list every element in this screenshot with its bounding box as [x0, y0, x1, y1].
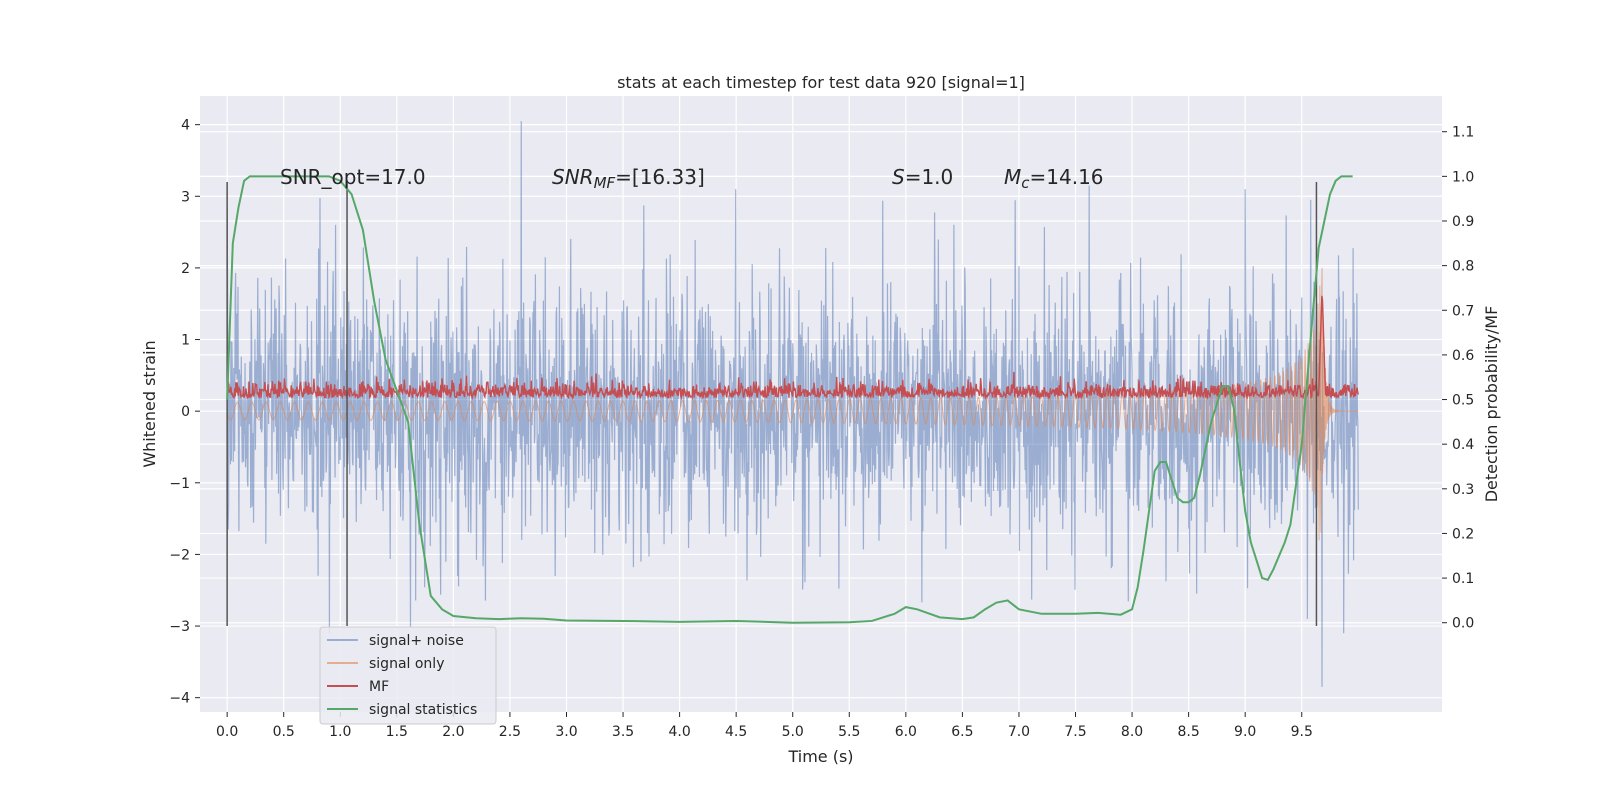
x-tick-label: 9.5 [1291, 724, 1313, 740]
series-signal-noise-line [226, 121, 1359, 687]
x-tick-label: 2.5 [499, 724, 521, 740]
y-tick-label: −3 [169, 619, 190, 635]
y2-tick-label: 1.1 [1452, 125, 1474, 141]
legend: signal+ noise signal only MF signal stat… [319, 626, 497, 725]
x-tick-label: 1.5 [386, 724, 408, 740]
y-tick-label: −1 [169, 476, 190, 492]
x-tick-label: 9.0 [1234, 724, 1256, 740]
y-tick-label: −4 [169, 691, 190, 707]
x-tick-label: 3.5 [612, 724, 634, 740]
legend-box [319, 626, 497, 725]
y2-tick-label: 0.9 [1452, 214, 1474, 230]
y2-tick-label: 1.0 [1452, 169, 1474, 185]
y2-tick-label: 0.8 [1452, 259, 1474, 275]
legend-label-signal-only: signal only [369, 656, 444, 672]
y2-axis-label: Detection probability/MF [1482, 306, 1501, 503]
y2-tick-label: 0.1 [1452, 571, 1474, 587]
y2-tick-label: 0.2 [1452, 526, 1474, 542]
y2-tick-label: 0.7 [1452, 303, 1474, 319]
annotation-snr-opt: SNR_opt=17.0 [280, 165, 426, 189]
legend-label-signal-noise: signal+ noise [369, 633, 464, 649]
x-tick-label: 8.5 [1177, 724, 1199, 740]
x-tick-label: 5.5 [838, 724, 860, 740]
series-layer [226, 121, 1359, 687]
y-tick-label: 2 [181, 261, 190, 277]
x-tick-label: 1.0 [329, 724, 351, 740]
y-tick-label: 4 [181, 118, 190, 134]
legend-label-signal-statistics: signal statistics [369, 702, 477, 718]
x-tick-label: 0.0 [216, 724, 238, 740]
x-tick-label: 2.0 [442, 724, 464, 740]
y2-tick-label: 0.5 [1452, 393, 1474, 409]
x-axis-label: Time (s) [787, 747, 853, 766]
x-tick-label: 8.0 [1121, 724, 1143, 740]
legend-label-mf: MF [369, 679, 389, 695]
x-tick-label: 7.5 [1064, 724, 1086, 740]
annotation-snr-mf: SNRMF=[16.33] [552, 165, 705, 192]
y-tick-label: 0 [181, 404, 190, 420]
ticks: 0.0 0.5 1.0 1.5 2.0 2.5 3.0 3.5 4.0 4.5 5.0 5.5 6.0 6… [169, 118, 1474, 740]
x-tick-label: 6.5 [951, 724, 973, 740]
x-tick-label: 6.0 [895, 724, 917, 740]
y2-tick-label: 0.3 [1452, 482, 1474, 498]
x-tick-label: 0.5 [273, 724, 295, 740]
series-mf-line [226, 295, 1359, 401]
annotation-mc: Mc=14.16 [1004, 165, 1104, 192]
x-tick-label: 3.0 [555, 724, 577, 740]
x-tick-label: 5.0 [782, 724, 804, 740]
y-tick-label: 1 [181, 333, 190, 349]
x-tick-label: 7.0 [1008, 724, 1030, 740]
x-tick-label: 4.0 [668, 724, 690, 740]
series-signal-statistics-line [226, 175, 1353, 624]
y2-tick-label: 0.0 [1452, 616, 1474, 632]
annotation-s: S=1.0 [892, 165, 953, 189]
chart-title: stats at each timestep for test data 920… [617, 73, 1025, 92]
y2-tick-label: 0.6 [1452, 348, 1474, 364]
y-tick-label: 3 [181, 189, 190, 205]
y-axis-label: Whitened strain [140, 340, 159, 467]
y2-tick-label: 0.4 [1452, 437, 1474, 453]
annotations: SNR_opt=17.0 SNRMF=[16.33] S=1.0 Mc=14.1… [280, 165, 1104, 192]
series-signal-only-line [226, 267, 1359, 541]
x-tick-label: 4.5 [725, 724, 747, 740]
y-tick-label: −2 [169, 547, 190, 563]
